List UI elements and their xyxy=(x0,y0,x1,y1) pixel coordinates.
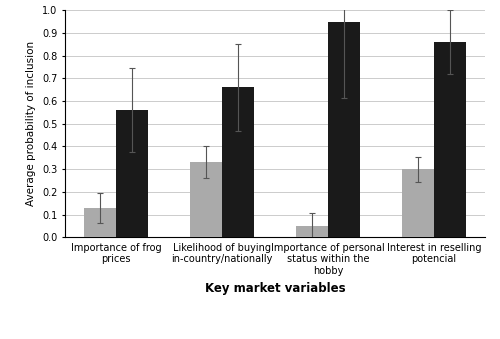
Y-axis label: Average probability of inclusion: Average probability of inclusion xyxy=(26,41,36,206)
Bar xyxy=(84,208,116,237)
Bar xyxy=(296,226,328,237)
Bar xyxy=(222,87,254,237)
Bar xyxy=(402,169,434,237)
Bar xyxy=(190,162,222,237)
X-axis label: Key market variables: Key market variables xyxy=(204,282,346,295)
Bar xyxy=(328,22,360,237)
Bar xyxy=(434,42,466,237)
Bar xyxy=(116,110,148,237)
